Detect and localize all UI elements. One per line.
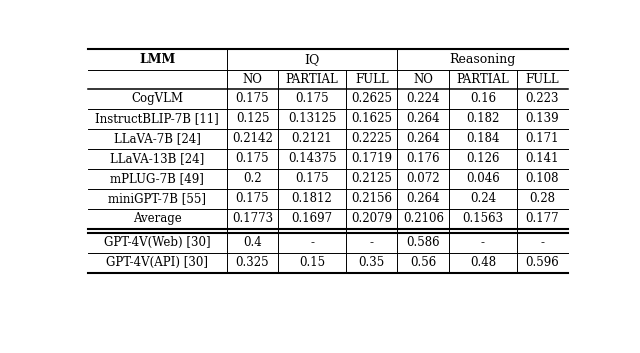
Text: 0.141: 0.141 [525, 152, 559, 165]
Text: 0.14375: 0.14375 [288, 152, 337, 165]
Text: 0.126: 0.126 [466, 152, 500, 165]
Text: Reasoning: Reasoning [450, 53, 516, 66]
Text: InstructBLIP-7B [11]: InstructBLIP-7B [11] [95, 112, 219, 125]
Text: miniGPT-7B [55]: miniGPT-7B [55] [108, 192, 206, 205]
Text: 0.35: 0.35 [358, 256, 385, 269]
Text: 0.108: 0.108 [525, 172, 559, 185]
Text: 0.264: 0.264 [406, 132, 440, 145]
Text: LMM: LMM [139, 53, 175, 66]
Text: LLaVA-13B [24]: LLaVA-13B [24] [110, 152, 204, 165]
Text: 0.1625: 0.1625 [351, 112, 392, 125]
Text: 0.15: 0.15 [299, 256, 325, 269]
Text: 0.139: 0.139 [525, 112, 559, 125]
Text: 0.2625: 0.2625 [351, 92, 392, 105]
Text: 0.1719: 0.1719 [351, 152, 392, 165]
Text: 0.1563: 0.1563 [462, 212, 504, 225]
Text: 0.125: 0.125 [236, 112, 269, 125]
Text: 0.596: 0.596 [525, 256, 559, 269]
Text: 0.224: 0.224 [406, 92, 440, 105]
Text: 0.264: 0.264 [406, 192, 440, 205]
Text: 0.264: 0.264 [406, 112, 440, 125]
Text: NO: NO [243, 73, 262, 86]
Text: 0.175: 0.175 [236, 152, 269, 165]
Text: 0.2121: 0.2121 [292, 132, 333, 145]
Text: GPT-4V(API) [30]: GPT-4V(API) [30] [106, 256, 208, 269]
Text: 0.182: 0.182 [466, 112, 500, 125]
Text: GPT-4V(Web) [30]: GPT-4V(Web) [30] [104, 236, 211, 249]
Text: 0.1697: 0.1697 [292, 212, 333, 225]
Text: 0.16: 0.16 [470, 92, 496, 105]
Text: LLaVA-7B [24]: LLaVA-7B [24] [114, 132, 201, 145]
Text: 0.56: 0.56 [410, 256, 436, 269]
Text: 0.171: 0.171 [525, 132, 559, 145]
Text: 0.4: 0.4 [243, 236, 262, 249]
Text: 0.175: 0.175 [236, 192, 269, 205]
Text: 0.48: 0.48 [470, 256, 496, 269]
Text: 0.24: 0.24 [470, 192, 496, 205]
Text: 0.072: 0.072 [406, 172, 440, 185]
Text: 0.175: 0.175 [236, 92, 269, 105]
Text: 0.1812: 0.1812 [292, 192, 333, 205]
Text: 0.2156: 0.2156 [351, 192, 392, 205]
Text: 0.2106: 0.2106 [403, 212, 444, 225]
Text: Average: Average [133, 212, 182, 225]
Text: 0.177: 0.177 [525, 212, 559, 225]
Text: 0.223: 0.223 [525, 92, 559, 105]
Text: 0.586: 0.586 [406, 236, 440, 249]
Text: CogVLM: CogVLM [131, 92, 183, 105]
Text: FULL: FULL [355, 73, 388, 86]
Text: PARTIAL: PARTIAL [456, 73, 509, 86]
Text: 0.046: 0.046 [466, 172, 500, 185]
Text: 0.176: 0.176 [406, 152, 440, 165]
Text: -: - [370, 236, 374, 249]
Text: -: - [540, 236, 545, 249]
Text: 0.2125: 0.2125 [351, 172, 392, 185]
Text: 0.2079: 0.2079 [351, 212, 392, 225]
Text: 0.175: 0.175 [295, 172, 329, 185]
Text: 0.325: 0.325 [236, 256, 269, 269]
Text: mPLUG-7B [49]: mPLUG-7B [49] [110, 172, 204, 185]
Text: 0.184: 0.184 [466, 132, 500, 145]
Text: 0.13125: 0.13125 [288, 112, 336, 125]
Text: 0.175: 0.175 [295, 92, 329, 105]
Text: IQ: IQ [305, 53, 320, 66]
Text: 0.28: 0.28 [529, 192, 556, 205]
Text: 0.1773: 0.1773 [232, 212, 273, 225]
Text: 0.2: 0.2 [243, 172, 262, 185]
Text: 0.2225: 0.2225 [351, 132, 392, 145]
Text: PARTIAL: PARTIAL [285, 73, 339, 86]
Text: NO: NO [413, 73, 433, 86]
Text: 0.2142: 0.2142 [232, 132, 273, 145]
Text: FULL: FULL [525, 73, 559, 86]
Text: -: - [310, 236, 314, 249]
Text: -: - [481, 236, 485, 249]
